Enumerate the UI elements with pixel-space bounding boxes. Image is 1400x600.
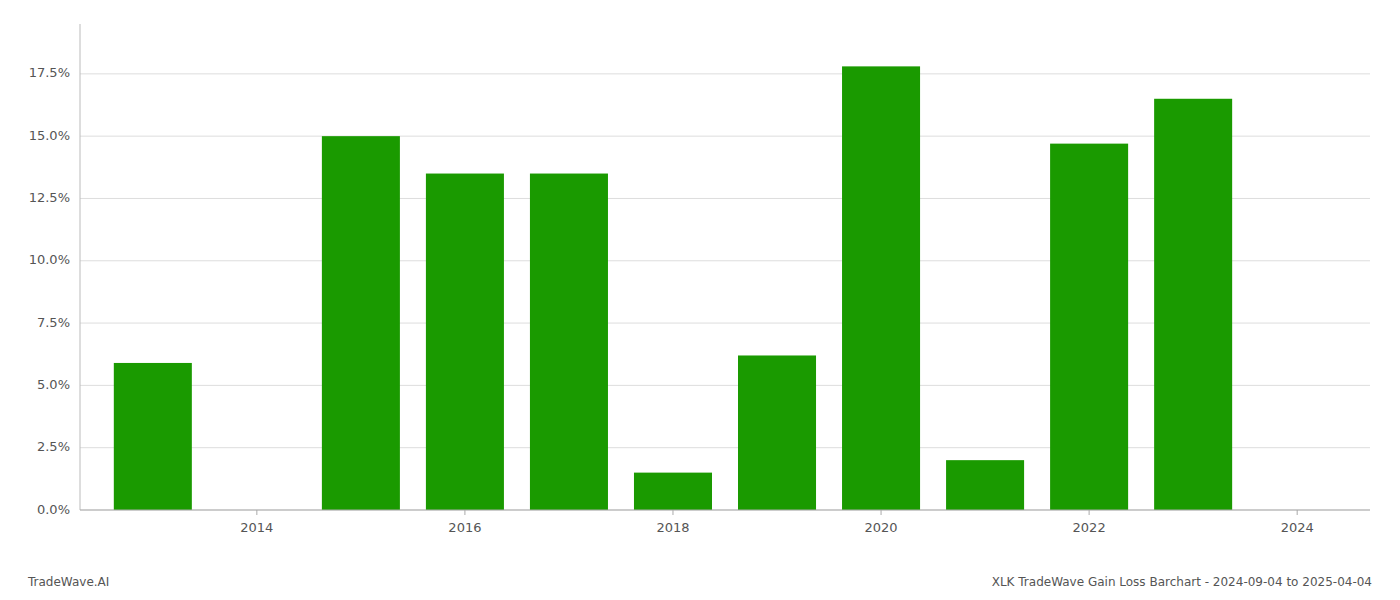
bar [1050,144,1128,510]
y-tick-label: 17.5% [29,65,70,80]
footer: TradeWave.AI XLK TradeWave Gain Loss Barc… [27,575,1372,589]
x-ticks: 2014 2016 2018 2020 2022 2024 [240,510,1313,535]
y-grid [80,74,1370,510]
bar [738,355,816,510]
x-axis-line [80,510,1370,511]
y-tick-label: 2.5% [37,439,70,454]
bar [1154,99,1232,510]
bar [946,460,1024,510]
footer-right: XLK TradeWave Gain Loss Barchart - 2024-… [992,575,1372,589]
x-tick [256,510,257,515]
x-tick-label: 2024 [1281,520,1314,535]
y-tick-label: 5.0% [37,377,70,392]
y-tick-label: 0.0% [37,502,70,517]
x-tick-label: 2018 [656,520,689,535]
x-tick [881,510,882,515]
y-tick-label: 12.5% [29,190,70,205]
x-tick-label: 2020 [865,520,898,535]
y-tick-label: 7.5% [37,315,70,330]
x-tick [464,510,465,515]
x-tick [1089,510,1090,515]
bar [842,66,920,510]
bar [114,363,192,510]
bars [114,66,1232,510]
y-tick-label: 15.0% [29,128,70,143]
x-tick-label: 2014 [240,520,273,535]
footer-left: TradeWave.AI [27,575,109,589]
bar [426,174,504,510]
bar [634,473,712,510]
bar [530,174,608,510]
y-axis-line [80,24,81,510]
x-tick-label: 2016 [448,520,481,535]
x-tick [672,510,673,515]
chart-svg: 0.0% 2.5% 5.0% 7.5% 10.0% 12.5% 15.0% 17.5% 2014… [0,0,1400,600]
chart-container: 0.0% 2.5% 5.0% 7.5% 10.0% 12.5% 15.0% 17.5% 2014… [0,0,1400,600]
y-tick-labels: 0.0% 2.5% 5.0% 7.5% 10.0% 12.5% 15.0% 17.5% [29,65,70,516]
grid-line [80,510,1370,511]
x-tick [1297,510,1298,515]
x-tick-label: 2022 [1073,520,1106,535]
y-tick-label: 10.0% [29,252,70,267]
bar [322,136,400,510]
grid-line [80,73,1370,74]
